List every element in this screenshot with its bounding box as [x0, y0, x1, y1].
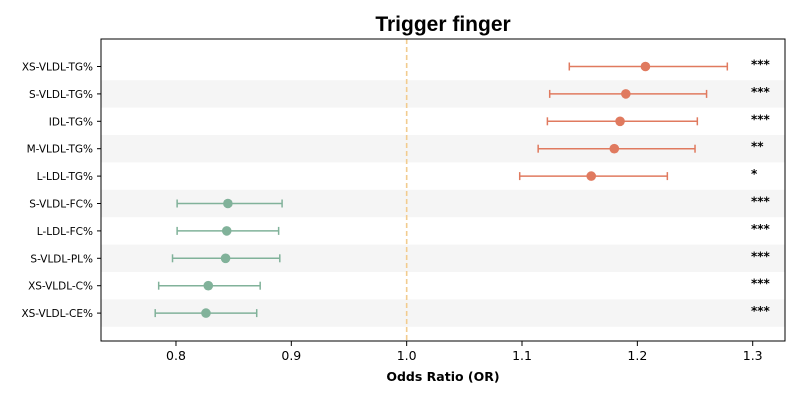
x-tick-label: 1.2: [627, 348, 647, 363]
chart-title: Trigger finger: [375, 13, 510, 36]
row-label: L-LDL-TG%: [37, 171, 93, 183]
table-row: XS-VLDL-CE% ***: [21, 304, 770, 320]
x-tick-label: 1.1: [512, 348, 532, 363]
row-label: IDL-TG%: [49, 116, 93, 128]
significance-label: ***: [751, 195, 771, 209]
row-label: XS-VLDL-TG%: [22, 62, 93, 74]
row-label: XS-VLDL-C%: [28, 281, 93, 293]
or-point: [640, 61, 651, 72]
or-point: [220, 253, 231, 264]
table-row: S-VLDL-FC% ***: [29, 195, 770, 211]
x-tick-label: 0.9: [281, 348, 301, 363]
row-label: L-LDL-FC%: [37, 226, 93, 238]
significance-label: *: [751, 167, 758, 181]
or-point: [586, 171, 597, 181]
row-label: S-VLDL-TG%: [29, 89, 93, 101]
significance-label: ***: [751, 249, 771, 263]
significance-label: ***: [751, 304, 771, 318]
x-tick-label: 1.3: [743, 348, 763, 363]
or-point: [223, 198, 233, 209]
or-point: [615, 116, 625, 127]
significance-label: ***: [751, 85, 771, 99]
table-row: L-LDL-FC% ***: [37, 222, 771, 238]
row-label: M-VLDL-TG%: [27, 144, 93, 156]
row-label: S-VLDL-PL%: [30, 253, 93, 265]
x-axis-title: Odds Ratio (OR): [386, 369, 499, 384]
plot-frame: [100, 38, 786, 342]
or-point: [621, 89, 631, 99]
significance-label: ***: [751, 58, 771, 72]
x-axis-ticks: 0.8 0.9 1.0 1.1 1.2 1.3: [97, 66, 763, 363]
row-label: S-VLDL-FC%: [29, 199, 93, 211]
or-point: [221, 226, 232, 236]
table-row: L-LDL-TG% *: [37, 167, 758, 183]
table-row: XS-VLDL-TG% ***: [22, 58, 771, 74]
table-row: S-VLDL-TG% ***: [29, 85, 771, 101]
significance-label: **: [751, 140, 764, 154]
significance-label: ***: [751, 112, 771, 126]
data-rows: XS-VLDL-TG% ***S-VLDL-TG% ***IDL-TG% ***M-V…: [21, 58, 770, 321]
or-point: [201, 308, 211, 318]
significance-label: ***: [751, 222, 771, 236]
or-point: [609, 143, 620, 154]
table-row: XS-VLDL-C% ***: [28, 277, 770, 293]
table-row: S-VLDL-PL% ***: [30, 249, 770, 265]
table-row: IDL-TG% ***: [49, 112, 771, 128]
or-point: [203, 280, 214, 291]
x-tick-label: 0.8: [166, 348, 186, 363]
table-row: M-VLDL-TG% **: [27, 140, 765, 156]
row-label: XS-VLDL-CE%: [21, 308, 93, 320]
significance-label: ***: [751, 277, 771, 291]
x-tick-label: 1.0: [397, 348, 417, 363]
